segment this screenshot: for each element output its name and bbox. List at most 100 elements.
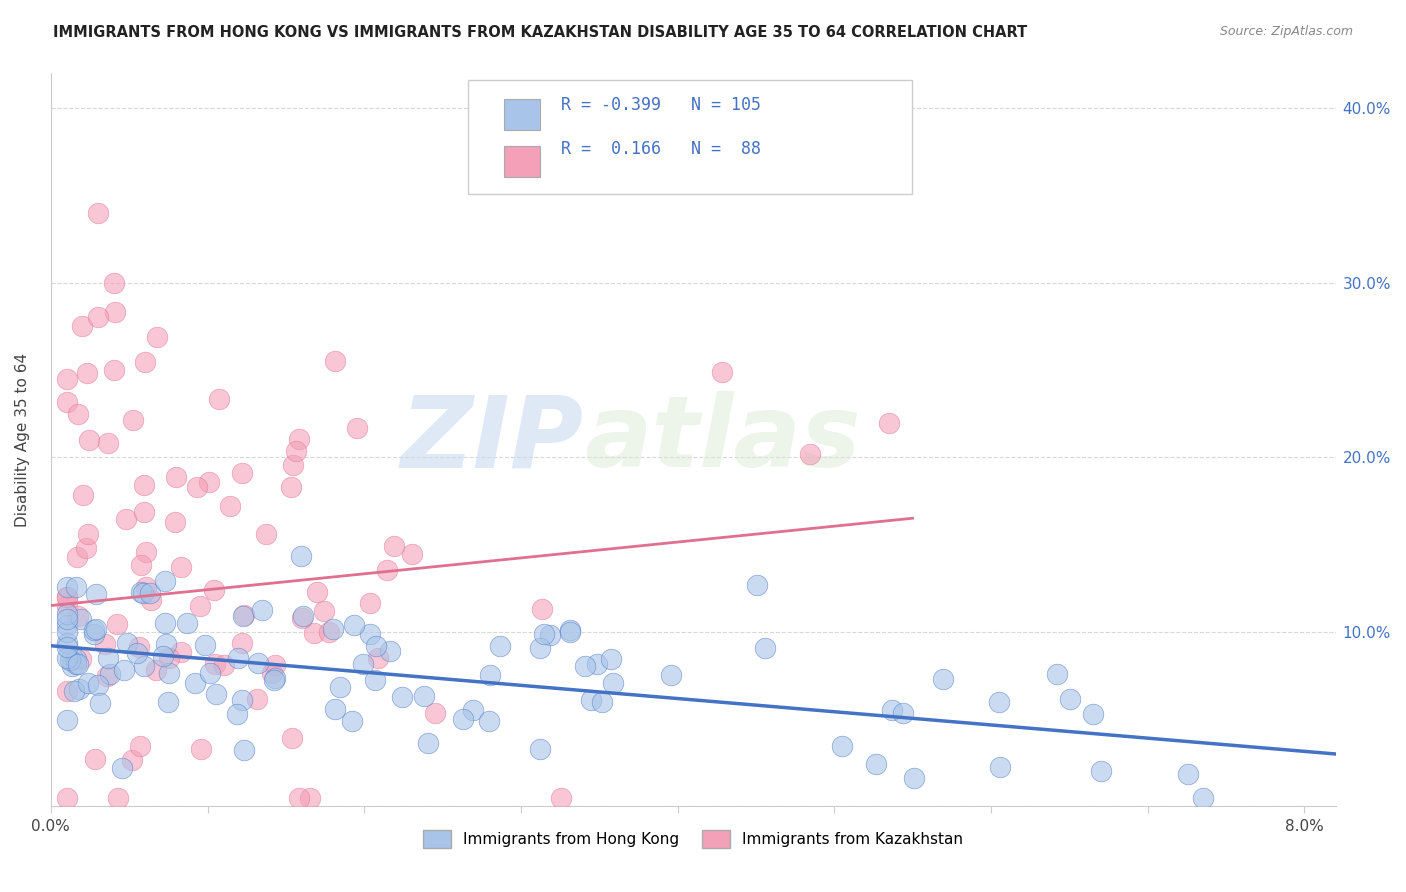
Point — [128, 640, 150, 654]
Point — [169, 645, 191, 659]
Point — [65, 657, 87, 671]
Point — [134, 355, 156, 369]
Text: R = -0.399   N = 105: R = -0.399 N = 105 — [561, 95, 761, 113]
Y-axis label: Disability Age 35 to 64: Disability Age 35 to 64 — [15, 352, 30, 527]
Point — [412, 689, 434, 703]
Point — [55, 371, 77, 385]
Point — [55, 651, 77, 665]
Point — [352, 657, 374, 672]
Point — [831, 739, 853, 753]
Point — [94, 636, 117, 650]
Point — [346, 420, 368, 434]
Point — [322, 622, 344, 636]
Point — [231, 466, 253, 480]
Point — [115, 636, 138, 650]
Point — [145, 330, 167, 344]
Point — [318, 625, 340, 640]
Point — [125, 646, 148, 660]
Point — [205, 687, 228, 701]
Point — [87, 205, 110, 219]
Point — [287, 790, 309, 805]
Point — [155, 615, 177, 630]
Point — [65, 652, 87, 666]
Point — [132, 586, 155, 600]
Point — [865, 757, 887, 772]
Point — [263, 673, 285, 687]
Point — [60, 649, 83, 664]
Point — [55, 607, 77, 621]
Point — [69, 612, 91, 626]
Point — [87, 310, 110, 325]
Point — [155, 637, 177, 651]
Point — [186, 479, 208, 493]
Point — [375, 563, 398, 577]
Bar — [505, 146, 540, 177]
Point — [602, 676, 624, 690]
Point — [170, 560, 193, 574]
Point — [153, 574, 176, 588]
Legend: Immigrants from Hong Kong, Immigrants from Kazakhstan: Immigrants from Hong Kong, Immigrants fr… — [418, 824, 969, 854]
Point — [55, 635, 77, 649]
Point — [1192, 790, 1215, 805]
Point — [877, 416, 900, 430]
Point — [538, 628, 561, 642]
Point — [135, 580, 157, 594]
Point — [401, 547, 423, 561]
Point — [367, 651, 389, 665]
Point — [384, 539, 406, 553]
Point — [478, 714, 501, 728]
Point — [55, 790, 77, 805]
Point — [1046, 667, 1069, 681]
Point — [165, 469, 187, 483]
Point — [1090, 764, 1112, 779]
Point — [550, 790, 572, 805]
Point — [204, 657, 226, 672]
Point — [67, 682, 90, 697]
Point — [134, 505, 156, 519]
Point — [323, 353, 346, 368]
Point — [1059, 691, 1081, 706]
Point — [260, 665, 283, 680]
Point — [364, 639, 387, 653]
Text: R =  0.166   N =  88: R = 0.166 N = 88 — [561, 140, 761, 158]
Point — [111, 760, 134, 774]
Point — [799, 447, 821, 461]
Point — [135, 545, 157, 559]
Point — [55, 580, 77, 594]
Point — [141, 592, 163, 607]
Point — [107, 790, 129, 805]
Point — [226, 707, 249, 722]
Point — [184, 676, 207, 690]
FancyBboxPatch shape — [468, 80, 911, 194]
Point — [139, 585, 162, 599]
Point — [314, 604, 336, 618]
Point — [754, 640, 776, 655]
Point — [264, 657, 287, 672]
Point — [323, 702, 346, 716]
Point — [299, 790, 322, 805]
Point — [55, 640, 77, 654]
Point — [246, 691, 269, 706]
Point — [97, 436, 120, 450]
Point — [103, 276, 125, 290]
Point — [97, 650, 120, 665]
Point — [231, 692, 253, 706]
Point — [55, 713, 77, 727]
Point — [105, 616, 128, 631]
Point — [69, 652, 91, 666]
Point — [903, 771, 925, 785]
Point — [290, 549, 312, 563]
Point — [202, 583, 225, 598]
Point — [77, 433, 100, 447]
Point — [579, 693, 602, 707]
Point — [364, 673, 387, 687]
Point — [531, 602, 554, 616]
Point — [65, 580, 87, 594]
Point — [533, 627, 555, 641]
Point — [591, 695, 613, 709]
Point — [98, 667, 121, 681]
Point — [359, 627, 381, 641]
Point — [76, 366, 98, 380]
Point — [263, 671, 285, 685]
Point — [176, 616, 198, 631]
